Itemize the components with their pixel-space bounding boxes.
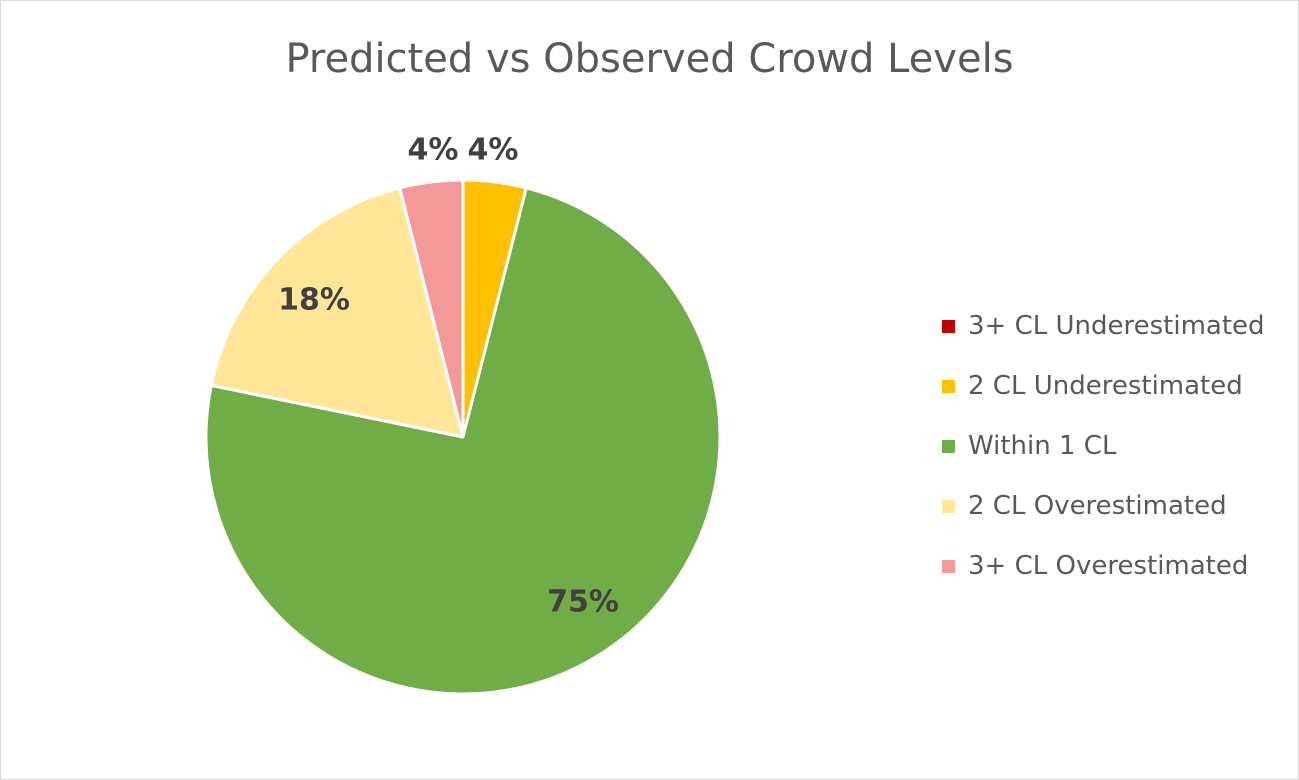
- data-label-within-1-cl: 75%: [547, 585, 619, 620]
- pie-slice-3plus-cl-overestimated: [398, 178, 465, 439]
- legend-item: 2 CL Underestimated: [942, 356, 1265, 416]
- chart-title: Predicted vs Observed Crowd Levels: [285, 36, 1014, 82]
- data-labels: 4% 75% 18% 4%: [278, 133, 619, 620]
- legend-item: 3+ CL Underestimated: [942, 296, 1265, 356]
- data-label-3plus-cl-overestimated: 4%: [408, 133, 459, 168]
- legend-swatch: [942, 319, 955, 333]
- legend-swatch: [942, 559, 955, 573]
- legend-label: Within 1 CL: [968, 431, 1117, 461]
- pie-slice-2-cl-overestimated: [209, 186, 465, 439]
- legend-swatch: [942, 499, 955, 513]
- legend: 3+ CL Underestimated 2 CL Underestimated…: [942, 296, 1265, 596]
- legend-label: 3+ CL Underestimated: [968, 311, 1265, 341]
- legend-label: 3+ CL Overestimated: [968, 551, 1249, 581]
- legend-swatch: [942, 379, 955, 393]
- legend-label: 2 CL Underestimated: [968, 371, 1243, 401]
- legend-item: Within 1 CL: [942, 416, 1265, 476]
- legend-item: 2 CL Overestimated: [942, 476, 1265, 536]
- legend-label: 2 CL Overestimated: [968, 491, 1227, 521]
- legend-item: 3+ CL Overestimated: [942, 536, 1265, 596]
- legend-swatch: [942, 439, 955, 453]
- pie-slice-within-1-cl: [204, 186, 722, 696]
- data-label-2-cl-overestimated: 18%: [278, 283, 350, 318]
- data-label-2-cl-underestimated: 4%: [468, 133, 519, 168]
- pie-slices: [204, 178, 722, 696]
